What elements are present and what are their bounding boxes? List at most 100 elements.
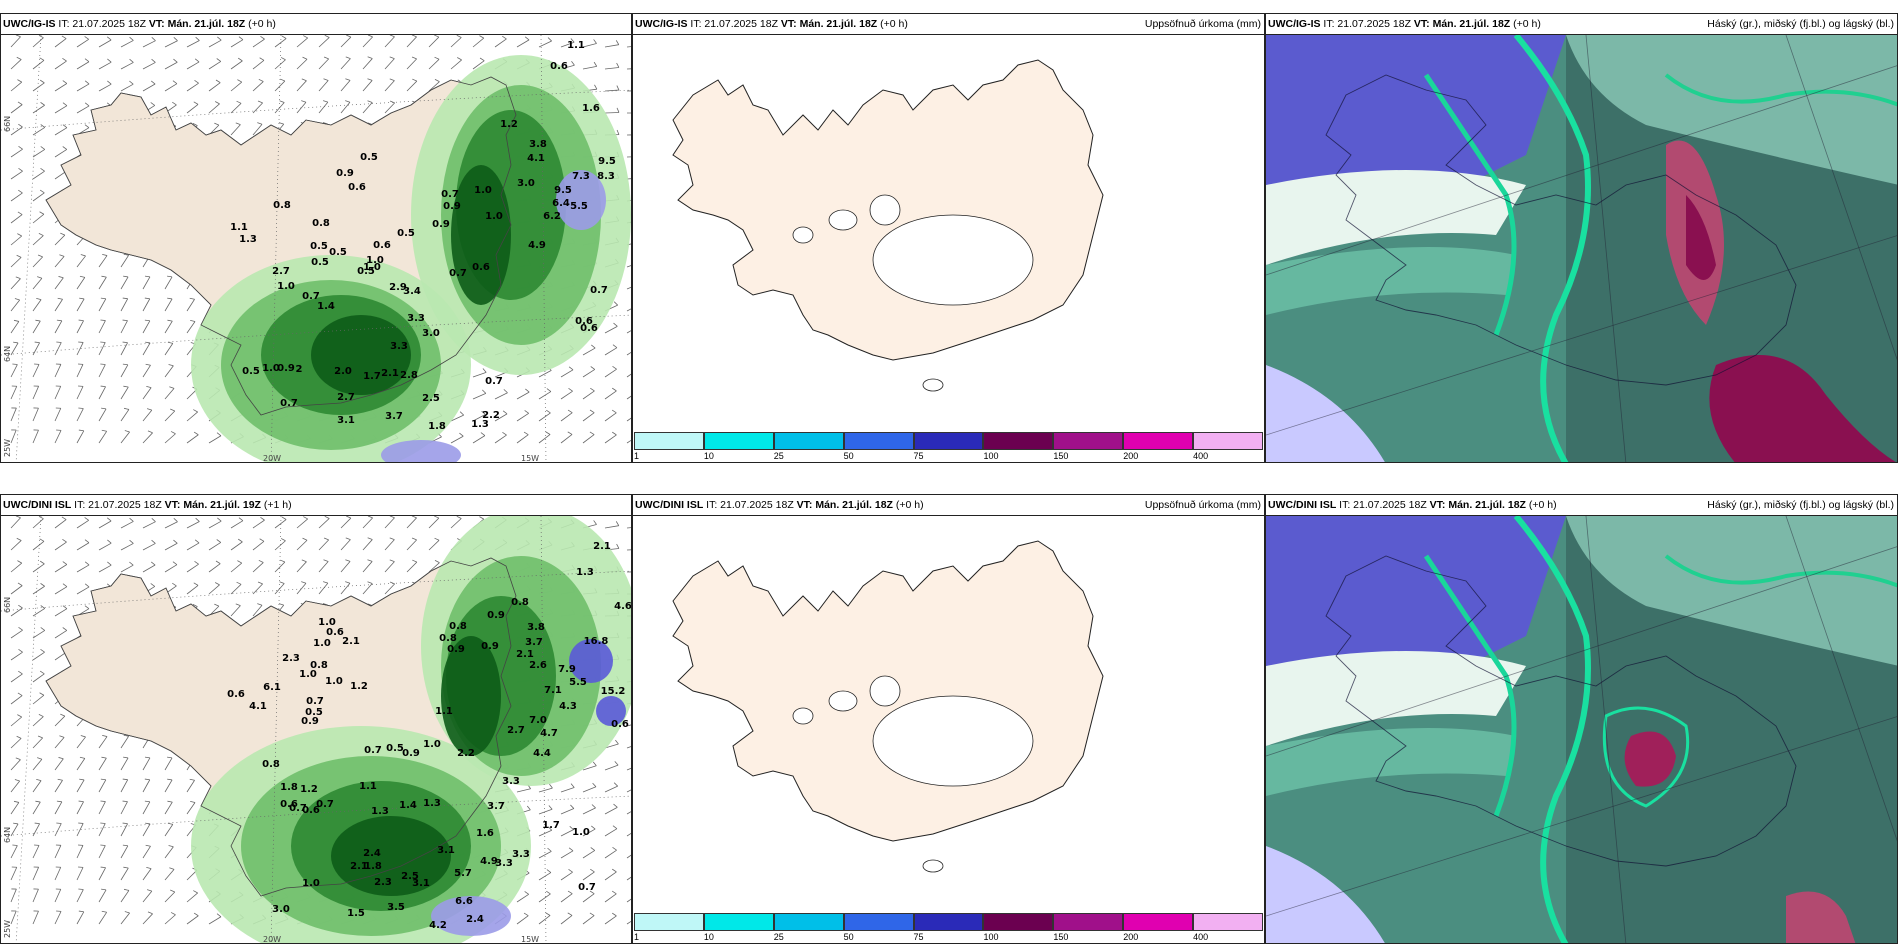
axis-label: 64N [3, 346, 12, 362]
precip-value-label: 0.5 [357, 266, 375, 277]
model-name: UWC/DINI ISL [3, 499, 72, 511]
precip-value-label: 3.5 [387, 902, 405, 913]
panel-r2c3-clouds: UWC/DINI ISL IT: 21.07.2025 18Z VT: Mán.… [1265, 494, 1898, 944]
precip-value-label: 0.9 [481, 641, 499, 652]
precip-value-label: 0.7 [485, 376, 503, 387]
glacier-outline [792, 226, 814, 244]
glacier-outline [922, 859, 944, 873]
precip-value-label: 1.8 [280, 782, 298, 793]
colorbar-swatch [703, 432, 774, 450]
colorbar-tick-label: 75 [913, 932, 924, 942]
cloud-cover-map[interactable] [1266, 516, 1897, 943]
glacier-outline [869, 675, 901, 707]
precip-value-label: 0.5 [329, 247, 347, 258]
precip-value-label: 2.1 [350, 861, 368, 872]
colorbar-swatch [983, 432, 1054, 450]
precip-value-label: 0.6 [611, 719, 629, 730]
precip-value-label: 2.6 [529, 660, 547, 671]
precip-value-label: 0.7 [449, 268, 467, 279]
precip-value-label: 1.4 [317, 301, 335, 312]
panel-r1c2-accum-precip: UWC/IG-IS IT: 21.07.2025 18Z VT: Mán. 21… [632, 13, 1265, 463]
colorbar-tick-label: 400 [1193, 451, 1209, 461]
precip-value-label: 0.6 [550, 61, 568, 72]
precip-value-label: 1.0 [325, 676, 343, 687]
colorbar-tick-label: 25 [773, 451, 784, 461]
init-time: IT: 21.07.2025 18Z [58, 18, 146, 30]
precip-value-label: 0.7 [302, 291, 320, 302]
axis-label: 20W [263, 454, 281, 462]
precip-value-label: 0.8 [273, 200, 291, 211]
glacier-outline [872, 214, 1034, 306]
precip-value-label: 3.3 [495, 858, 513, 869]
colorbar-tick-label: 25 [773, 932, 784, 942]
precip-value-label: 16.8 [584, 636, 609, 647]
precip-value-label: 1.1 [567, 40, 585, 51]
precip-value-label: 0.7 [578, 882, 596, 893]
precip-value-label: 0.6 [580, 323, 598, 334]
colorbar: 1 10 25 50 75 100 150 200 400 [633, 913, 1264, 943]
precip-value-label: 2.2 [457, 748, 475, 759]
precip-value-label: 7.3 [572, 171, 590, 182]
lead-time: (+0 h) [895, 499, 924, 511]
precip-value-label: 3.3 [502, 776, 520, 787]
valid-time: VT: Mán. 21.júl. 18Z [780, 18, 878, 30]
colorbar-swatch [1053, 432, 1124, 450]
precip-value-label: 0.7 [441, 189, 459, 200]
precip-value-label: 0.9 [402, 748, 420, 759]
panel-r2c2-accum-precip: UWC/DINI ISL IT: 21.07.2025 18Z VT: Mán.… [632, 494, 1265, 944]
axis-label: 64N [3, 827, 12, 843]
colorbar-swatch [1193, 432, 1263, 450]
cloud-cover-map[interactable] [1266, 35, 1897, 462]
precip-value-label: 1.8 [364, 861, 382, 872]
precip-value-label: 0.5 [397, 228, 415, 239]
precip-value-label: 3.7 [525, 637, 543, 648]
axis-label: 15W [521, 935, 539, 943]
precip-value-label: 0.7 [590, 285, 608, 296]
precip-value-label: 4.3 [559, 701, 577, 712]
lead-time: (+0 h) [1528, 499, 1557, 511]
model-name: UWC/DINI ISL [1268, 499, 1337, 511]
precip-value-label: 4.4 [533, 748, 551, 759]
precip-value-label: 3.8 [527, 622, 545, 633]
precip-value-label: 0.7 [280, 398, 298, 409]
panel-header: UWC/IG-IS IT: 21.07.2025 18Z VT: Mán. 21… [1, 14, 631, 35]
model-name: UWC/IG-IS [635, 18, 688, 30]
precip-value-label: 2.7 [507, 725, 525, 736]
precip-value-label: 2.2 [482, 410, 500, 421]
panel-r2c1-wind-precip: UWC/DINI ISL IT: 21.07.2025 18Z VT: Mán.… [0, 494, 632, 944]
precip-value-label: 4.7 [540, 728, 558, 739]
glacier-outline [869, 194, 901, 226]
colorbar-swatch [843, 913, 914, 931]
precip-wind-map[interactable]: 66N 64N 25W 20W 15W 1.1 0.6 1.6 1.2 3.8 4.1 9.5 8.3 7… [1, 35, 631, 462]
colorbar-tick-label: 100 [983, 451, 999, 461]
colorbar-tick-label: 50 [843, 932, 854, 942]
precip-value-label: 0.9 [487, 610, 505, 621]
precip-value-label: 1.1 [230, 222, 248, 233]
colorbar-swatch [1193, 913, 1263, 931]
precip-value-label: 2.9 [389, 282, 407, 293]
precip-value-label: 4.1 [527, 153, 545, 164]
precip-value-label: 2.5 [422, 393, 440, 404]
precip-value-label: 2.1 [516, 649, 534, 660]
valid-time: VT: Mán. 21.júl. 18Z [1429, 499, 1526, 511]
accum-precip-map[interactable] [633, 35, 1264, 462]
precip-value-label: 3.1 [437, 845, 455, 856]
colorbar-tick-label: 150 [1053, 932, 1069, 942]
panel-header: UWC/IG-IS IT: 21.07.2025 18Z VT: Mán. 21… [1266, 14, 1897, 35]
accum-precip-map[interactable] [633, 516, 1264, 943]
glacier-outline [828, 209, 858, 231]
precip-value-label: 1.0 [313, 638, 331, 649]
precip-value-label: 15.2 [601, 686, 626, 697]
precip-value-label: 1.3 [576, 567, 594, 578]
precip-wind-map[interactable]: 66N 64N 25W 20W 15W 2.1 1.3 4.6 0.8 0.9 3.8 3.7 16.8… [1, 516, 631, 943]
axis-label: 66N [3, 597, 12, 613]
precip-value-label: 2.3 [374, 877, 392, 888]
precip-value-label: 3.8 [529, 139, 547, 150]
precip-value-label: 0.5 [305, 707, 323, 718]
precip-value-label: 0.6 [227, 689, 245, 700]
precip-value-label: 0.9 [277, 363, 295, 374]
precip-value-label: 0.6 [373, 240, 391, 251]
precip-value-label: 2.5 [401, 871, 419, 882]
precip-value-label: 0.6 [575, 316, 593, 327]
precip-value-label: 1.0 [277, 281, 295, 292]
